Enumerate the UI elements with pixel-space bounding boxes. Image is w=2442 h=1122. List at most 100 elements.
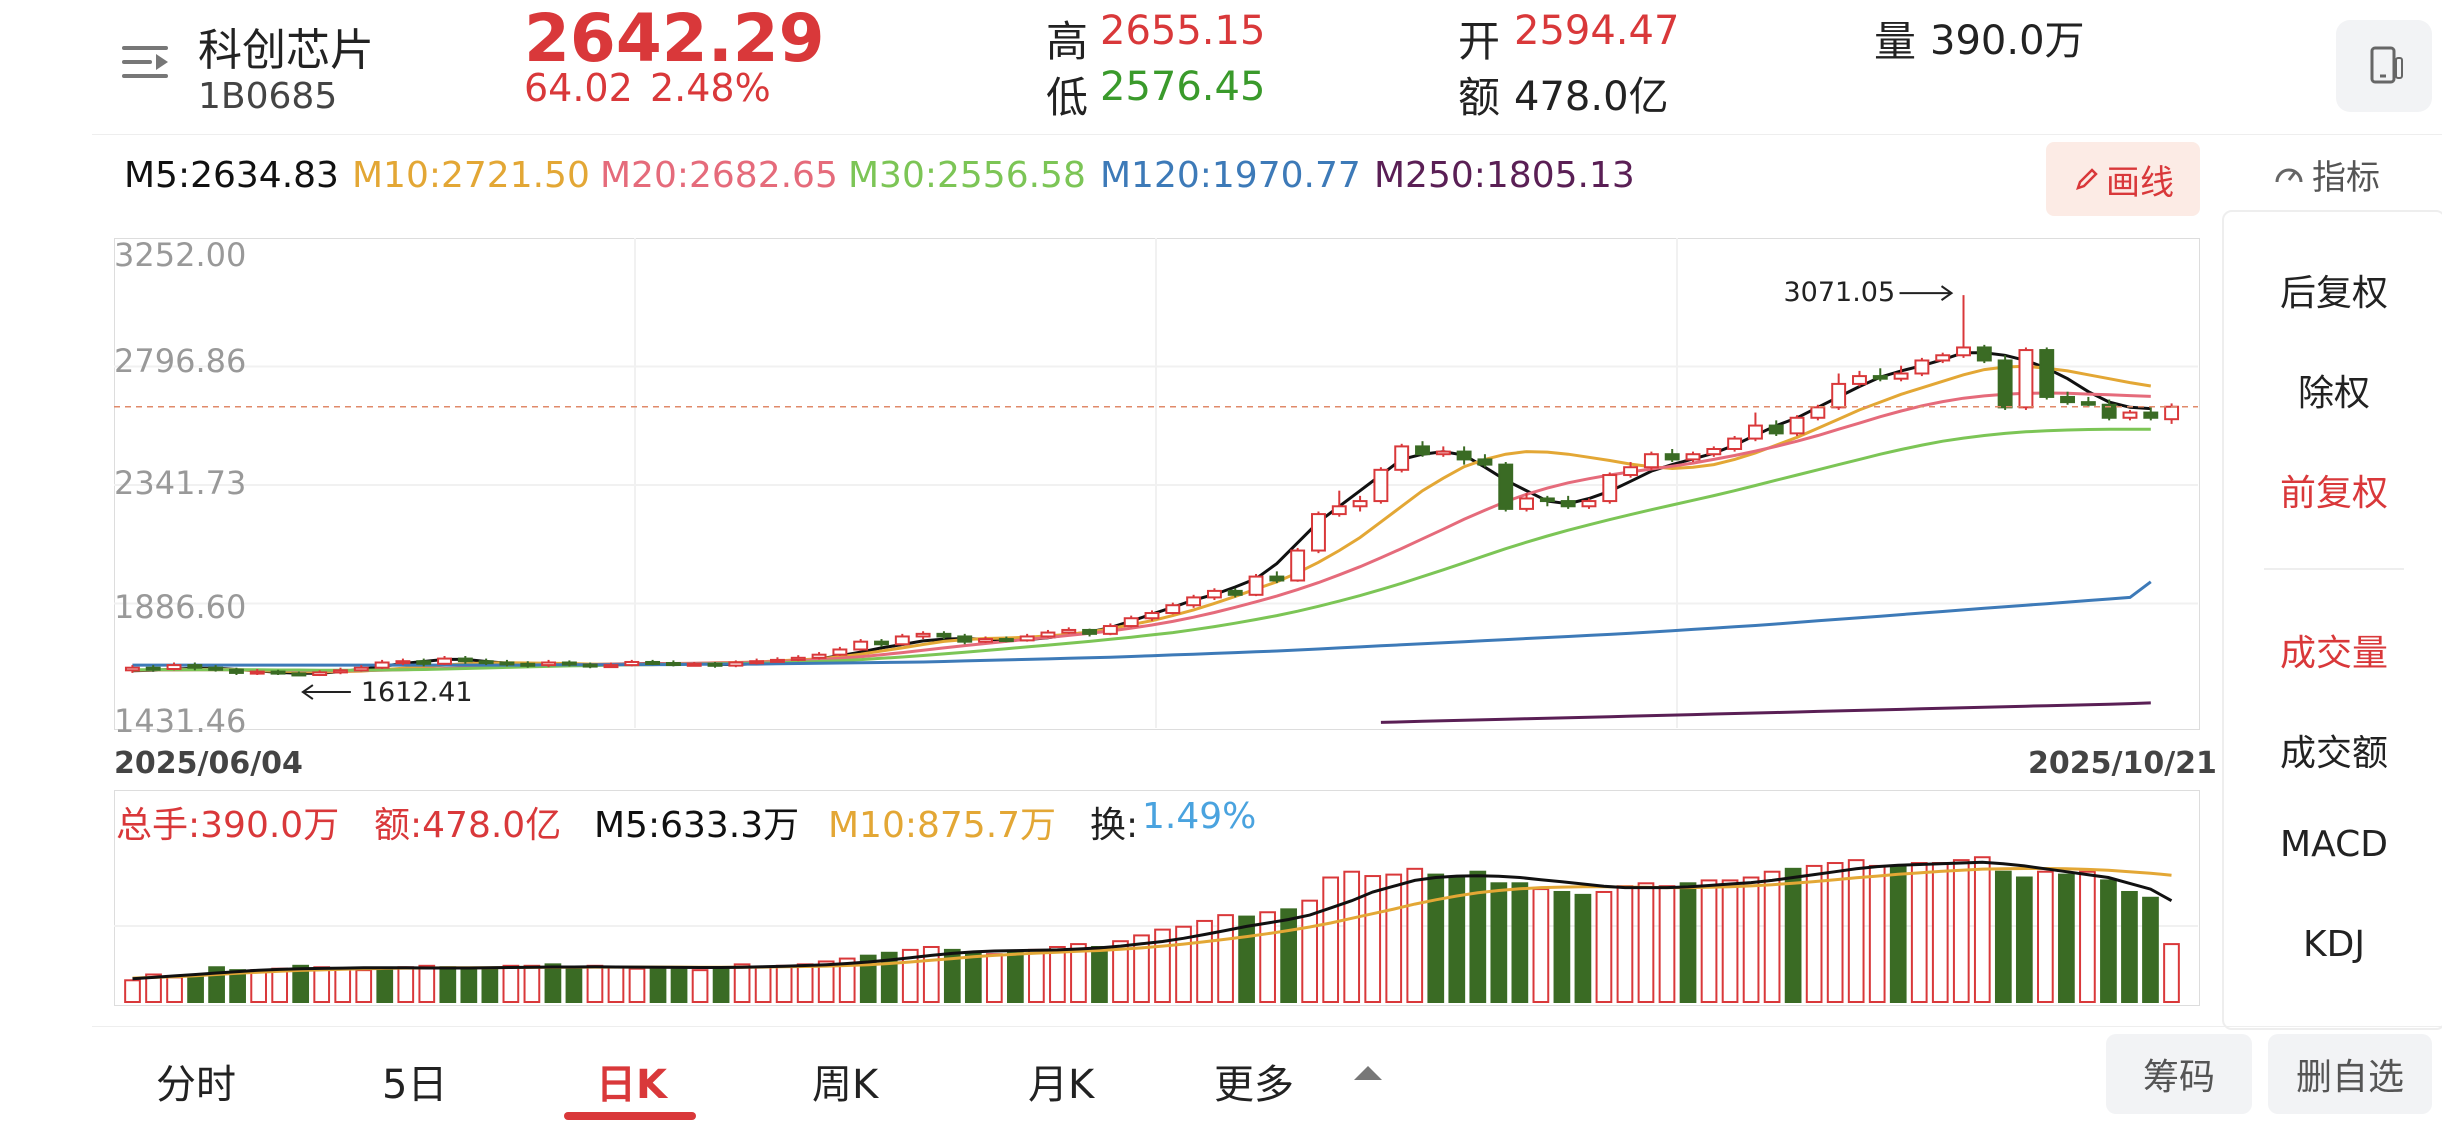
candle-body — [1061, 628, 1077, 634]
side-panel: 后复权 除权 前复权 成交量 成交额 MACD KDJ — [2222, 210, 2442, 1030]
volume-ma10-line — [132, 867, 2172, 980]
candle-body — [2018, 349, 2034, 409]
candle-body — [1477, 458, 1493, 466]
candle-body — [998, 638, 1014, 643]
candle-body — [707, 662, 723, 667]
candle-body — [1643, 453, 1659, 469]
volume-bar — [670, 967, 688, 1003]
side-item-volume[interactable]: 成交量 — [2279, 633, 2388, 674]
active-tab-indicator — [564, 1112, 696, 1120]
candle-body — [1872, 375, 1888, 380]
tab-weekly-k[interactable]: 周K — [812, 1062, 879, 1108]
volume-bar — [1553, 890, 1571, 1003]
side-item-macd[interactable]: MACD — [2280, 824, 2388, 865]
volume-bar — [1070, 943, 1087, 1004]
volume-bar — [1721, 879, 1739, 1003]
tab-more[interactable]: 更多 — [1214, 1062, 1294, 1108]
volume-bar — [2142, 896, 2159, 1003]
candle-body — [208, 666, 224, 671]
volume-bar — [1343, 870, 1361, 1004]
volume-chart-frame[interactable] — [114, 790, 2200, 1006]
volume-bar — [1511, 882, 1529, 1003]
indicator-label: 指标 — [2312, 158, 2380, 198]
ma-legend-item: M20:2682.65 — [600, 155, 838, 196]
volume-bar — [1532, 888, 1550, 1003]
price-change: 64.02 — [524, 66, 633, 110]
tab-5day[interactable]: 5日 — [382, 1062, 448, 1108]
candle-body — [1186, 596, 1202, 607]
candle-body — [499, 661, 515, 666]
side-item-post-adjusted[interactable]: 后复权 — [2279, 273, 2388, 314]
volume-bar — [1994, 870, 2012, 1004]
candle-body — [2164, 405, 2180, 421]
side-item-pre-adjusted[interactable]: 前复权 — [2279, 473, 2388, 514]
volume-bar — [1280, 908, 1297, 1003]
low-label: 低 — [1046, 73, 1089, 122]
draw-line-button[interactable]: 画线 — [2046, 142, 2200, 216]
candle-body — [915, 632, 931, 638]
candle-body — [1560, 500, 1576, 508]
volume-bar — [712, 966, 730, 1003]
candle-body — [228, 668, 244, 674]
amount-label: 额 — [1458, 73, 1501, 122]
volume-bar — [1910, 862, 1928, 1004]
volume-bar — [1238, 915, 1255, 1003]
volume-bar — [838, 957, 856, 1003]
kline-chart[interactable]: 3071.05 1612.41 — [114, 238, 2198, 728]
candle-body — [1852, 375, 1867, 385]
tab-daily-k[interactable]: 日K — [596, 1062, 667, 1108]
candle-body — [1290, 549, 1306, 582]
candle-body — [1373, 468, 1389, 503]
candle-body — [1206, 589, 1222, 599]
high-label: 高 — [1046, 17, 1089, 66]
candle-body — [395, 660, 411, 665]
volume-chart[interactable] — [114, 790, 2198, 1004]
min-arrow-head — [301, 684, 314, 700]
y-tick-label: 1431.46 — [114, 702, 247, 740]
volume-bar — [1028, 948, 1045, 1003]
side-item-kdj[interactable]: KDJ — [2303, 924, 2365, 965]
volume-bar — [796, 963, 814, 1004]
volume-bar — [418, 964, 436, 1003]
volume-bar — [1742, 876, 1760, 1003]
menu-icon[interactable] — [122, 44, 174, 84]
candle-body — [728, 661, 744, 667]
candle-body — [166, 664, 182, 671]
volume-bar — [1658, 885, 1676, 1003]
candle-body — [1082, 628, 1098, 635]
open-value: 2594.47 — [1514, 8, 1680, 54]
volume-bar — [2100, 879, 2117, 1003]
candle-body — [1019, 635, 1035, 642]
device-toggle-button[interactable] — [2336, 20, 2432, 112]
volume-bar — [1259, 911, 1276, 1003]
candle-body — [1768, 424, 1784, 435]
volume-bar — [607, 966, 625, 1003]
candle-body — [1976, 346, 1992, 362]
volume-bar — [964, 951, 982, 1003]
chips-button[interactable]: 筹码 — [2106, 1034, 2252, 1114]
side-item-ex-rights[interactable]: 除权 — [2297, 373, 2370, 414]
expand-up-icon[interactable] — [1354, 1066, 1382, 1080]
tab-intraday[interactable]: 分时 — [156, 1062, 236, 1108]
volume-legend-item: 总手:390.0万 — [116, 805, 340, 846]
candle-body — [1165, 604, 1181, 615]
side-item-turnover[interactable]: 成交额 — [2279, 733, 2388, 774]
remove-watchlist-button[interactable]: 删自选 — [2268, 1034, 2432, 1114]
candle-body — [1810, 406, 1826, 419]
volume-legend-item: M5:633.3万 — [594, 805, 800, 846]
candle-body — [249, 670, 265, 675]
volume-bar — [1889, 864, 1907, 1003]
indicator-header[interactable]: 指标 — [2272, 150, 2380, 199]
ma-line-m250 — [1380, 701, 2151, 724]
candle-body — [582, 663, 598, 668]
ma-line-m30 — [132, 427, 2151, 672]
volume-legend-item: 额:478.0亿 — [374, 805, 562, 846]
tab-monthly-k[interactable]: 月K — [1028, 1062, 1095, 1108]
candle-body — [1352, 500, 1368, 508]
volume-bar — [1637, 882, 1655, 1003]
volume-bar — [544, 963, 562, 1004]
candle-body — [1227, 589, 1243, 596]
volume-legend-item: M10:875.7万 — [828, 805, 1057, 846]
candle-body — [1331, 505, 1347, 516]
candle-body — [291, 672, 307, 677]
